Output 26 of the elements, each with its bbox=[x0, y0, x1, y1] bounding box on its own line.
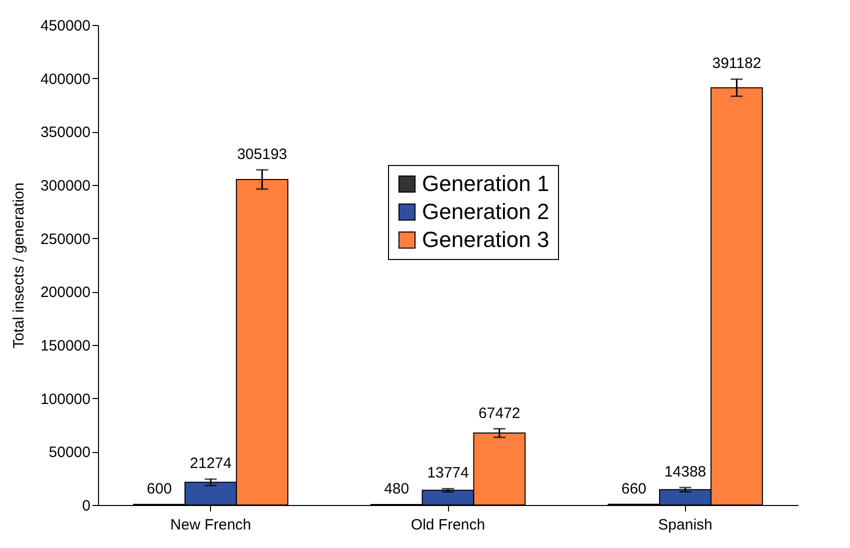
y-tick-label: 250000 bbox=[40, 230, 90, 248]
data-label: 391182 bbox=[712, 55, 762, 72]
legend-label: Generation 1 bbox=[422, 171, 550, 196]
legend-label: Generation 3 bbox=[422, 227, 550, 252]
y-tick-label: 100000 bbox=[40, 390, 90, 408]
y-axis-title: Total insects / generation bbox=[10, 182, 28, 348]
data-label: 67472 bbox=[478, 404, 520, 422]
data-label: 600 bbox=[146, 480, 172, 498]
y-tick-label: 350000 bbox=[40, 124, 90, 142]
data-label: 13774 bbox=[427, 464, 469, 482]
data-label: 305193 bbox=[237, 146, 288, 163]
y-tick-label: 50000 bbox=[48, 444, 90, 462]
y-tick-label: 450000 bbox=[40, 18, 90, 34]
y-tick-label: 300000 bbox=[40, 178, 90, 194]
data-label: 14388 bbox=[664, 464, 706, 481]
y-tick-label: 400000 bbox=[40, 70, 90, 88]
y-tick-label: 200000 bbox=[40, 284, 90, 302]
legend-label: Generation 2 bbox=[422, 199, 550, 224]
y-tick-label: 0 bbox=[82, 498, 90, 514]
data-label: 660 bbox=[621, 480, 646, 498]
data-label: 21274 bbox=[190, 455, 232, 472]
y-tick-label: 150000 bbox=[40, 338, 90, 354]
x-tick-label: Spanish bbox=[658, 516, 712, 534]
data-label: 480 bbox=[384, 480, 410, 498]
x-tick-label: Old French bbox=[410, 516, 486, 534]
x-tick-label: New French bbox=[170, 516, 252, 534]
